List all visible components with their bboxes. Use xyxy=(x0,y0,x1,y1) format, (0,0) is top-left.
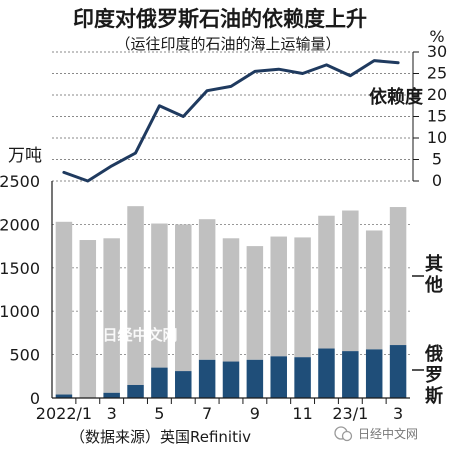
right-tick-label: 15 xyxy=(427,107,447,126)
right-tick-label: 10 xyxy=(427,128,447,147)
bar-russia xyxy=(318,348,335,398)
right-tick-label: 25 xyxy=(427,64,447,83)
right-tick-label: 0 xyxy=(432,171,442,190)
x-tick-label: 5 xyxy=(154,404,164,423)
bar-russia xyxy=(270,356,287,398)
bar-other xyxy=(151,223,168,368)
legend-russia-label: 俄罗斯 xyxy=(424,343,443,407)
tick-labels-group: 0 500 1000 1500 2000 2500 0 5 10 15 20 25 30 2022/1 3 5… xyxy=(0,42,447,423)
brand-badge-text: 日经中文网 xyxy=(358,426,418,441)
bar-russia xyxy=(365,349,383,398)
legend-other: 其他 xyxy=(412,254,443,296)
bar-russia xyxy=(294,357,311,398)
bar-other xyxy=(342,210,359,352)
bar-russia xyxy=(389,345,407,398)
bar-other xyxy=(270,236,287,357)
chart-subtitle: （运往印度的石油的海上运输量） xyxy=(115,35,340,53)
bar-other xyxy=(294,237,311,358)
x-tick-label: 7 xyxy=(202,404,212,423)
bar-other xyxy=(246,246,264,360)
axes-group xyxy=(51,51,419,404)
bar-russia xyxy=(342,351,359,398)
legend-other-label: 其他 xyxy=(424,254,443,296)
x-tick-label: 11 xyxy=(292,404,312,423)
x-tick-label: 2022/1 xyxy=(36,404,92,423)
left-tick-label: 0 xyxy=(30,389,40,408)
x-tick-label: 3 xyxy=(107,404,117,423)
bar-other xyxy=(79,240,97,398)
right-axis-unit: % xyxy=(429,27,444,46)
bars-group xyxy=(55,206,407,398)
bar-russia xyxy=(151,367,168,398)
bar-other xyxy=(318,215,335,349)
left-tick-label: 500 xyxy=(9,346,40,365)
bar-russia xyxy=(222,361,240,398)
bar-other xyxy=(103,238,120,393)
watermark: 日经中文网 xyxy=(102,326,177,344)
legend-other-char: 他 xyxy=(424,274,443,296)
bar-russia xyxy=(55,394,73,398)
legend-russia-char: 俄 xyxy=(424,343,443,365)
legend-russia-char: 罗 xyxy=(425,365,443,386)
bar-other xyxy=(175,224,192,372)
x-tick-label: 9 xyxy=(250,404,260,423)
x-tick-label: 3 xyxy=(393,404,403,423)
line-series-label: 依赖度 xyxy=(369,86,424,108)
dependency-line xyxy=(62,59,400,183)
dependency-line-group xyxy=(62,59,400,183)
bar-other xyxy=(198,219,216,360)
chart-title: 印度对俄罗斯石油的依赖度上升 xyxy=(73,7,367,31)
source-note: （数据来源）英国Refinitiv xyxy=(70,428,251,446)
left-tick-label: 2500 xyxy=(0,172,40,191)
x-tick-label: 23/1 xyxy=(332,404,368,423)
left-tick-label: 1000 xyxy=(0,302,40,321)
legend-russia-char: 斯 xyxy=(425,385,443,407)
bar-russia xyxy=(103,392,120,398)
bar-other xyxy=(389,207,407,346)
bar-russia xyxy=(127,384,144,398)
right-tick-label: 5 xyxy=(432,150,442,169)
legend-russia: 俄罗斯 xyxy=(412,343,443,407)
bar-other xyxy=(365,230,383,350)
left-tick-label: 1500 xyxy=(0,259,40,278)
bar-other xyxy=(127,206,144,385)
left-axis-unit: 万吨 xyxy=(8,146,42,166)
bar-russia xyxy=(175,371,192,398)
bar-russia xyxy=(198,359,216,398)
bar-other xyxy=(55,221,73,395)
bar-other xyxy=(222,238,240,362)
right-tick-label: 20 xyxy=(427,85,447,104)
left-tick-label: 2000 xyxy=(0,215,40,234)
legend-other-char: 其 xyxy=(425,254,443,275)
bar-russia xyxy=(246,359,264,398)
right-tick-label: 30 xyxy=(427,42,447,61)
brand-badge: 日经中文网 xyxy=(334,426,418,442)
